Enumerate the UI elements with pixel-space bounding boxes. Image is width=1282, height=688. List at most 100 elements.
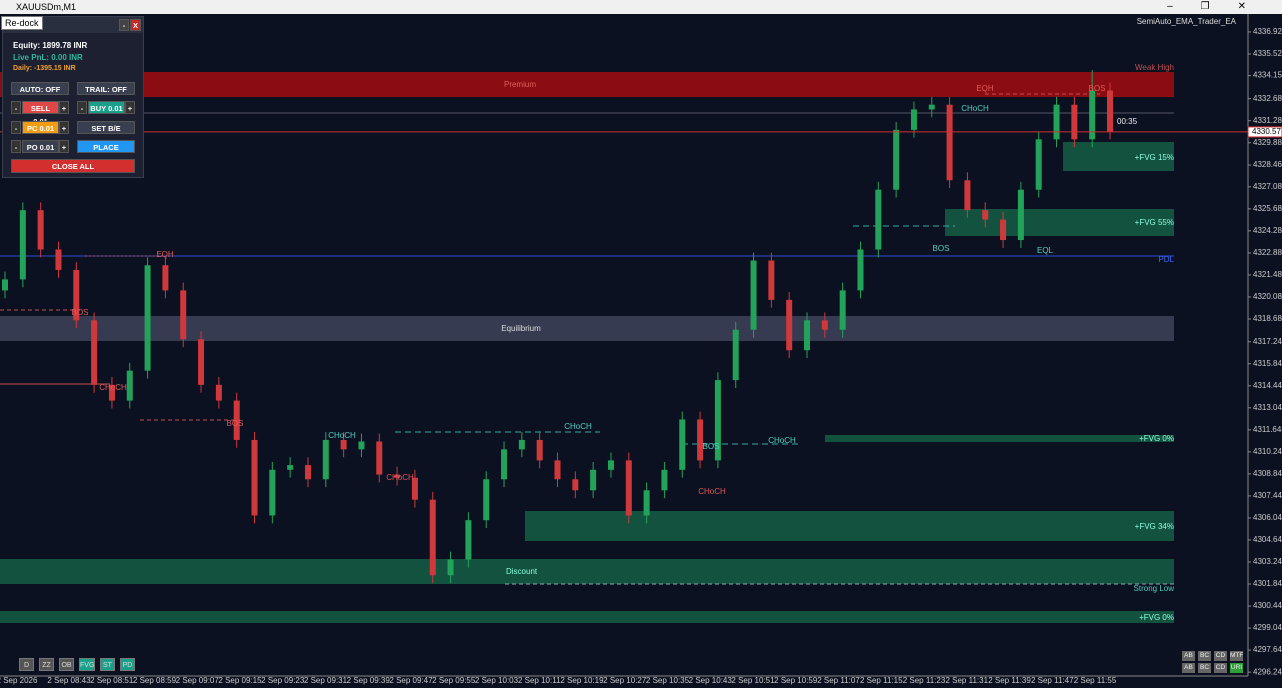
- x-tick-label: 2 Sep 11:31: [945, 676, 988, 685]
- candle-body: [198, 339, 205, 385]
- buy-button[interactable]: BUY 0.01: [88, 101, 125, 114]
- plus-button[interactable]: +: [59, 101, 69, 114]
- candle-body: [411, 477, 418, 500]
- close-button[interactable]: X: [130, 19, 141, 31]
- minus-button[interactable]: -: [11, 140, 21, 153]
- candle-body: [839, 290, 846, 330]
- sell-button[interactable]: SELL 0.01: [22, 101, 59, 126]
- mtf-button[interactable]: URI: [1230, 663, 1243, 673]
- y-tick-label: 4304.645: [1253, 535, 1282, 544]
- candle-body: [786, 299, 793, 351]
- plus-button[interactable]: +: [59, 140, 69, 153]
- toolbar-button[interactable]: OB: [59, 658, 74, 671]
- place-button[interactable]: PLACE: [77, 140, 135, 153]
- x-tick-label: 2 Sep 09:23: [261, 676, 305, 685]
- x-tick-label: 2 Sep 10:19: [560, 676, 604, 685]
- mtf-button[interactable]: MTF: [1230, 651, 1244, 661]
- fvg-zone: [1063, 142, 1174, 171]
- minus-button[interactable]: -: [11, 121, 21, 134]
- candle-body: [483, 479, 490, 521]
- y-tick-label: 4336.925: [1253, 27, 1282, 36]
- minus-button[interactable]: -: [11, 101, 21, 114]
- candle-body: [429, 499, 436, 576]
- equity: Equity: 1899.78 INR: [13, 41, 88, 50]
- candle-body: [714, 380, 721, 461]
- candle-body: [679, 419, 686, 470]
- candle-body: [697, 419, 704, 461]
- candle-body: [19, 210, 26, 280]
- candle-body: [536, 439, 543, 461]
- set-be-button[interactable]: SET B/E: [77, 121, 135, 134]
- x-tick-label: 2 Sep 11:47: [1031, 676, 1074, 685]
- auto-button[interactable]: AUTO: OFF: [11, 82, 69, 95]
- candle-body: [1000, 219, 1007, 241]
- x-tick-label: 2 Sep 10:51: [731, 676, 775, 685]
- candle-body: [946, 104, 953, 181]
- fvg-zone: [825, 435, 1174, 442]
- mtf-button[interactable]: CD: [1214, 663, 1227, 673]
- candle-body: [1035, 139, 1042, 190]
- zone-label: +FVG 15%: [1135, 153, 1174, 162]
- candle-body: [269, 469, 276, 516]
- mtf-button[interactable]: AB: [1182, 651, 1195, 661]
- close-all-button[interactable]: CLOSE ALL: [11, 159, 135, 173]
- y-tick-label: 4331.285: [1253, 116, 1282, 125]
- toolbar-button[interactable]: PD: [120, 658, 135, 671]
- candle-body: [750, 260, 757, 330]
- candle-body: [928, 104, 935, 110]
- ea-name: SemiAuto_EMA_Trader_EA: [1137, 17, 1237, 26]
- x-tick-label: 2 Sep 11:55: [1074, 676, 1117, 685]
- candle-body: [126, 370, 133, 401]
- candle-body: [304, 465, 311, 480]
- plus-button[interactable]: +: [125, 101, 135, 114]
- candle-body: [964, 180, 971, 211]
- candle-body: [91, 320, 98, 385]
- y-tick-label: 4317.24: [1253, 337, 1282, 346]
- toolbar-button[interactable]: D: [19, 658, 34, 671]
- candle-body: [1089, 90, 1096, 140]
- x-tick-label: 2 Sep 08:59: [133, 676, 177, 685]
- y-tick-label: 4334.15: [1253, 71, 1282, 80]
- x-tick-label: 2 Sep 10:59: [774, 676, 818, 685]
- zone-label: PDL: [1158, 255, 1174, 264]
- y-tick-label: 4322.885: [1253, 248, 1282, 257]
- minus-button[interactable]: -: [77, 101, 87, 114]
- window-controls[interactable]: –❐✕: [1167, 1, 1274, 12]
- structure-label: BOS: [1089, 84, 1106, 93]
- candle-body: [501, 449, 508, 480]
- zone-label: +FVG 34%: [1135, 522, 1174, 531]
- structure-label: CHoCH: [564, 422, 592, 431]
- x-tick-label: 2 Sep 09:39: [347, 676, 391, 685]
- x-tick-label: 2 Sep 11:23: [903, 676, 946, 685]
- y-tick-label: 4313.04: [1253, 403, 1282, 412]
- zone-label: Premium: [504, 80, 536, 89]
- price-tag: [1247, 126, 1282, 138]
- trail-button[interactable]: TRAIL: OFF: [77, 82, 135, 95]
- mtf-button[interactable]: AB: [1182, 663, 1195, 673]
- po-button[interactable]: PO 0.01: [22, 140, 59, 153]
- minimize-button[interactable]: -: [119, 19, 129, 31]
- mtf-button[interactable]: CD: [1214, 651, 1227, 661]
- candle-body: [768, 260, 775, 300]
- ea-panel: Re-dock - X Equity: 1899.78 INR Live PnL…: [1, 16, 144, 178]
- y-tick-label: 4296.245: [1253, 667, 1282, 676]
- candle-body: [982, 210, 989, 220]
- y-tick-label: 4307.445: [1253, 491, 1282, 500]
- y-tick-label: 4324.285: [1253, 226, 1282, 235]
- x-tick-label: 2 Sep 10:35: [646, 676, 690, 685]
- y-tick-label: 4311.645: [1253, 425, 1282, 434]
- structure-label: CHoCH: [768, 436, 796, 445]
- mtf-button[interactable]: BC: [1198, 663, 1211, 673]
- toolbar-button[interactable]: ST: [100, 658, 115, 671]
- y-tick-label: 4300.445: [1253, 601, 1282, 610]
- x-tick-label: 2 Sep 10:11: [518, 676, 561, 685]
- mtf-button[interactable]: BC: [1198, 651, 1211, 661]
- x-tick-label: 2 Sep 10:27: [603, 676, 647, 685]
- candle-body: [376, 441, 383, 475]
- plus-button[interactable]: +: [59, 121, 69, 134]
- y-tick-label: 4310.245: [1253, 447, 1282, 456]
- toolbar-button[interactable]: FVG: [79, 658, 95, 671]
- x-tick-label: 2 Sep 10:43: [689, 676, 733, 685]
- toolbar-button[interactable]: ZZ: [39, 658, 54, 671]
- pc-button[interactable]: PC 0.01: [22, 121, 59, 134]
